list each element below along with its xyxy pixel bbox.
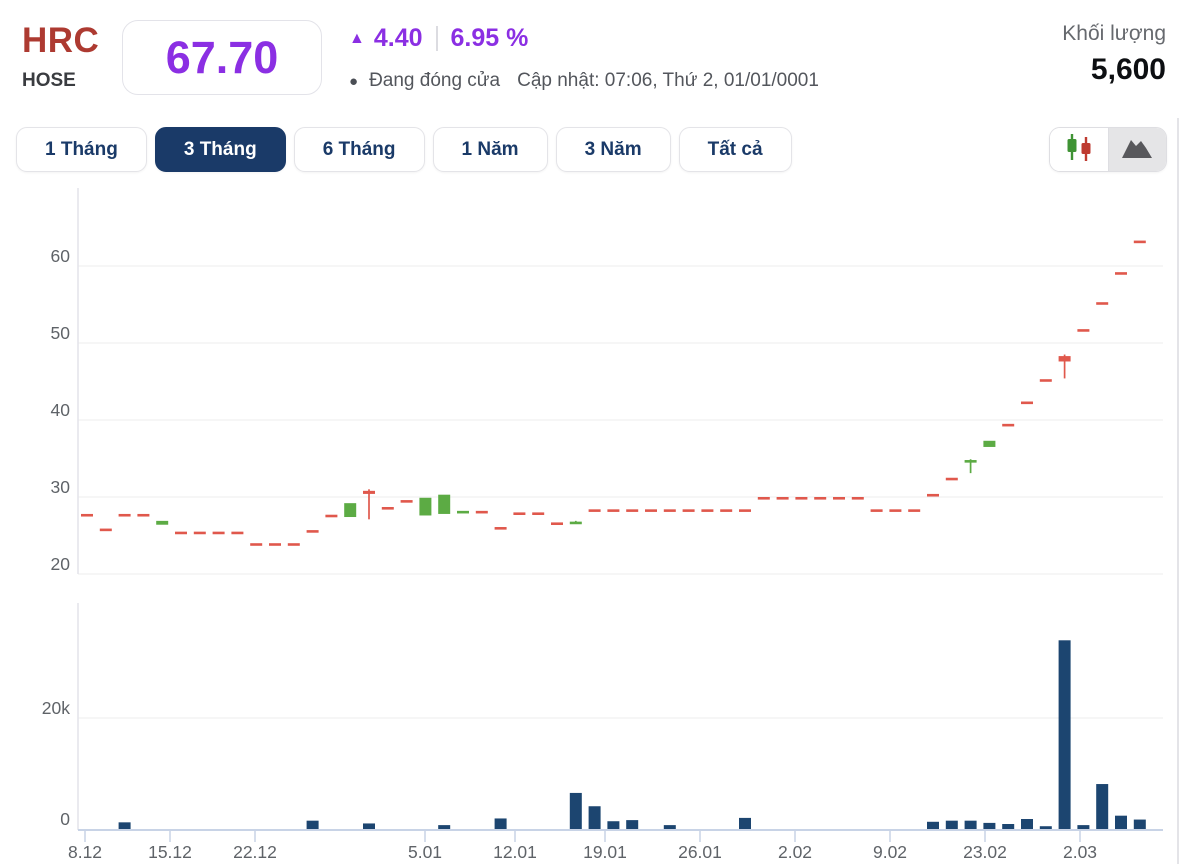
tab-3-thang[interactable]: 3 Tháng [154,127,286,172]
time-range-tabs: 1 Tháng 3 Tháng 6 Tháng 1 Năm 3 Năm Tất … [16,127,792,172]
tab-1-nam[interactable]: 1 Năm [432,127,548,172]
svg-text:0: 0 [60,809,70,829]
svg-text:9.02: 9.02 [873,842,907,862]
tab-3-nam[interactable]: 3 Năm [555,127,671,172]
candlestick-view-button[interactable] [1050,128,1108,171]
change-divider [435,26,438,51]
svg-text:22.12: 22.12 [233,842,277,862]
volume-value: 5,600 [1090,53,1166,86]
current-price: 67.70 [165,31,279,83]
exchange-label: HOSE [22,70,76,91]
stock-symbol: HRC [22,21,100,60]
svg-text:40: 40 [51,400,71,420]
last-updated-text: Cập nhật: 07:06, Thứ 2, 01/01/0001 [517,70,819,91]
price-box: 67.70 [122,20,322,95]
svg-text:23.02: 23.02 [963,842,1007,862]
change-value: 4.40 [373,24,423,52]
svg-text:20: 20 [51,554,71,574]
change-percent: 6.95 % [450,24,529,52]
area-view-button[interactable] [1107,128,1166,171]
svg-text:15.12: 15.12 [148,842,192,862]
svg-text:30: 30 [51,477,71,497]
svg-text:2.03: 2.03 [1063,842,1097,862]
volume-label: Khối lượng [1062,22,1166,45]
up-arrow-icon: ▲ [349,29,365,47]
price-change-block: ▲ 4.40 6.95 % ● Đang đóng cửa Cập nhật: … [349,24,819,92]
tab-6-thang[interactable]: 6 Tháng [293,127,425,172]
svg-text:60: 60 [51,246,71,266]
svg-text:12.01: 12.01 [493,842,537,862]
chart-view-toggle [1049,127,1167,172]
market-status-dot-icon: ● [349,72,359,90]
svg-text:19.01: 19.01 [583,842,627,862]
change-row: ▲ 4.40 6.95 % [349,24,819,53]
svg-text:5.01: 5.01 [408,842,442,862]
svg-text:8.12: 8.12 [68,842,102,862]
status-row: ● Đang đóng cửa Cập nhật: 07:06, Thứ 2, … [349,70,819,92]
area-chart-icon [1120,134,1154,165]
candlestick-chart-icon [1063,132,1095,167]
svg-text:2.02: 2.02 [778,842,812,862]
symbol-block: HRC HOSE [22,21,99,92]
volume-summary: Khối lượng 5,600 [1062,22,1166,87]
svg-text:26.01: 26.01 [678,842,722,862]
svg-text:50: 50 [51,323,71,343]
tab-1-thang[interactable]: 1 Tháng [16,127,147,172]
tab-tat-ca[interactable]: Tất cả [678,127,792,172]
market-status-text: Đang đóng cửa [369,70,501,91]
svg-text:20k: 20k [42,698,70,718]
